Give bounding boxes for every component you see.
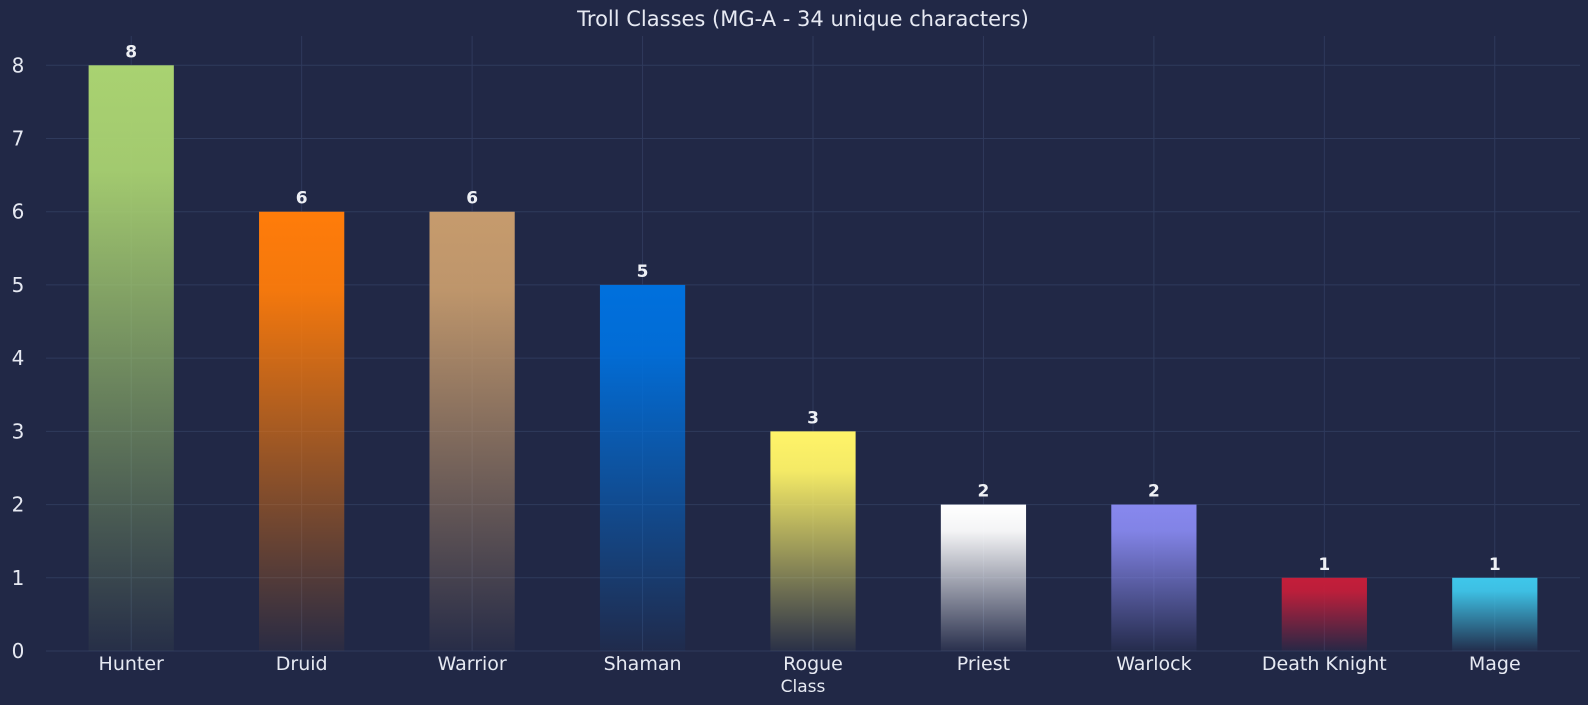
data-label: 2	[978, 482, 990, 502]
chart-title: Troll Classes (MG-A - 34 unique characte…	[576, 7, 1029, 31]
data-label: 2	[1148, 482, 1160, 502]
data-label: 5	[637, 262, 649, 282]
x-tick-label: Rogue	[783, 653, 843, 675]
x-tick-label: Warrior	[438, 653, 507, 675]
x-axis-label: Class	[781, 677, 826, 697]
x-tick-label: Mage	[1469, 653, 1521, 675]
data-label: 1	[1318, 555, 1330, 575]
y-tick-label: 2	[12, 493, 25, 517]
data-label: 6	[466, 189, 478, 209]
x-tick-label: Death Knight	[1262, 653, 1387, 675]
x-axis-ticks: Hunter Druid Warrior Shaman Rogue Priest Warlo…	[99, 653, 1521, 675]
y-tick-label: 5	[12, 273, 25, 297]
bar-priest	[940, 504, 1027, 651]
y-tick-label: 1	[12, 566, 25, 590]
bar-druid	[259, 211, 345, 651]
x-tick-label: Druid	[276, 653, 328, 675]
x-tick-label: Priest	[957, 653, 1010, 675]
bar-shaman	[599, 284, 686, 651]
data-label: 1	[1489, 555, 1501, 575]
y-tick-label: 4	[12, 346, 25, 370]
bar-death-knight	[1281, 577, 1367, 651]
bar-hunter	[88, 65, 174, 652]
bar-rogue	[770, 431, 856, 651]
y-tick-label: 8	[12, 53, 25, 77]
bar-warrior	[429, 211, 515, 651]
data-label: 3	[807, 408, 819, 428]
x-tick-label: Hunter	[99, 653, 165, 675]
x-tick-label: Shaman	[604, 653, 682, 675]
y-tick-label: 7	[12, 127, 25, 151]
data-label: 6	[296, 189, 308, 209]
bars	[88, 65, 1538, 652]
bar-mage	[1452, 577, 1538, 651]
bar-warlock	[1111, 504, 1197, 651]
data-labels: 8 6 6 5 3 2 2 1 1	[125, 42, 1501, 575]
x-tick-label: Warlock	[1116, 653, 1191, 675]
y-tick-label: 0	[12, 639, 25, 663]
y-tick-label: 3	[12, 419, 25, 443]
data-label: 8	[125, 42, 137, 62]
y-axis-ticks: 0 1 2 3 4 5 6 7 8	[12, 53, 25, 663]
y-tick-label: 6	[12, 200, 25, 224]
